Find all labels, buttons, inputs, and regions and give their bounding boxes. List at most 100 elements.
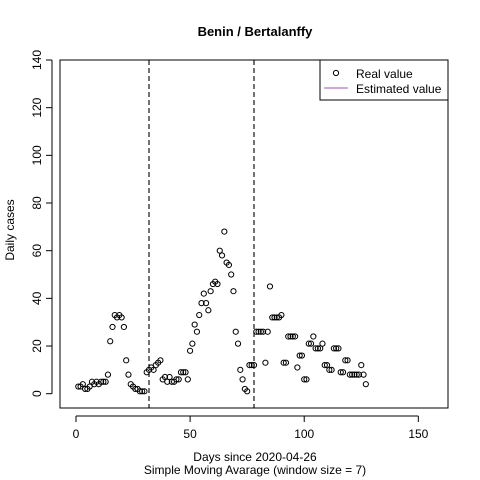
x-tick-label: 150: [408, 427, 428, 441]
data-point: [244, 388, 251, 395]
y-axis-label: Daily cases: [3, 199, 17, 260]
y-tick-label: 100: [30, 145, 44, 165]
data-point: [239, 376, 246, 383]
legend-label-real-value: Real value: [356, 67, 413, 81]
x-tick-label: 100: [294, 427, 314, 441]
data-point: [310, 333, 317, 340]
data-point: [207, 288, 214, 295]
data-point: [358, 361, 365, 369]
data-point: [337, 369, 344, 376]
data-point: [317, 345, 324, 352]
data-point: [287, 333, 294, 340]
data-point: [319, 340, 326, 347]
legend-label-estimated-value: Estimated value: [356, 82, 442, 96]
data-point: [253, 328, 260, 335]
y-tick-label: 120: [30, 97, 44, 117]
data-point: [328, 366, 335, 373]
data-point: [216, 247, 223, 254]
data-point: [301, 376, 308, 383]
data-point: [161, 373, 169, 381]
data-point: [120, 323, 128, 331]
data-point: [289, 333, 296, 340]
data-point: [298, 352, 306, 359]
data-point: [173, 376, 180, 383]
data-point: [237, 366, 244, 373]
data-point: [248, 361, 255, 369]
data-point: [282, 359, 290, 366]
data-point: [264, 328, 271, 335]
y-tick-label: 60: [30, 244, 44, 258]
data-point: [177, 369, 185, 376]
x-tick-label: 50: [183, 427, 197, 441]
y-tick-label: 40: [30, 291, 44, 305]
data-point: [232, 328, 239, 335]
data-point: [246, 361, 253, 369]
data-point: [104, 371, 112, 378]
data-point: [191, 321, 198, 328]
data-point: [255, 328, 262, 335]
legend: Real value Estimated value: [319, 59, 449, 101]
data-point: [182, 369, 189, 376]
data-point: [136, 388, 143, 395]
data-point: [262, 359, 269, 366]
data-point: [330, 345, 337, 352]
data-point: [342, 357, 349, 364]
data-point: [344, 357, 351, 364]
data-point: [100, 378, 107, 385]
data-point: [303, 376, 310, 383]
data-point: [323, 361, 331, 369]
data-point: [221, 228, 228, 235]
data-point: [200, 290, 207, 297]
data-point: [339, 369, 347, 376]
x-axis-label: Days since 2020-04-26: [193, 450, 317, 464]
data-point: [234, 340, 242, 347]
legend-symbol-real-value: [332, 69, 340, 77]
data-point: [166, 373, 173, 381]
data-point: [351, 371, 358, 378]
data-point: [193, 328, 201, 335]
y-tick-label: 80: [30, 196, 44, 210]
data-point: [280, 359, 287, 366]
data-point: [349, 371, 356, 378]
data-point: [362, 381, 369, 388]
data-point: [307, 340, 315, 347]
data-point: [312, 345, 319, 352]
data-point: [250, 361, 258, 369]
data-point: [225, 261, 232, 269]
x-axis-sublabel: Simple Moving Avarage (window size = 7): [144, 463, 366, 477]
x-tick-label: 0: [73, 427, 80, 441]
data-point: [118, 314, 125, 321]
data-points: [75, 228, 369, 395]
data-point: [305, 340, 312, 347]
data-point: [314, 345, 322, 352]
data-point: [189, 340, 196, 347]
data-point: [333, 345, 340, 352]
data-point: [326, 366, 333, 373]
data-point: [269, 314, 276, 321]
y-axis: 0 20 40 60 80 100 120 140: [30, 50, 53, 397]
y-tick-label: 140: [30, 50, 44, 70]
data-point: [360, 371, 367, 378]
data-point: [353, 371, 360, 378]
data-point: [175, 376, 182, 383]
x-axis: 0 50 100 150: [73, 415, 429, 441]
reference-lines: [148, 60, 255, 408]
data-point: [355, 371, 363, 378]
chart-title: Benin / Bertalanffy: [198, 24, 314, 39]
data-point: [202, 300, 210, 307]
data-point: [321, 361, 328, 369]
data-point: [291, 333, 299, 340]
data-point: [214, 280, 221, 288]
data-point: [285, 333, 292, 340]
data-point: [260, 328, 267, 335]
data-point: [164, 378, 171, 385]
data-point: [296, 352, 303, 359]
data-point: [186, 347, 194, 354]
data-point: [266, 283, 274, 290]
data-point: [102, 378, 109, 385]
data-point: [218, 252, 226, 259]
data-point: [157, 357, 164, 364]
data-point: [228, 271, 235, 278]
data-point: [257, 328, 264, 335]
